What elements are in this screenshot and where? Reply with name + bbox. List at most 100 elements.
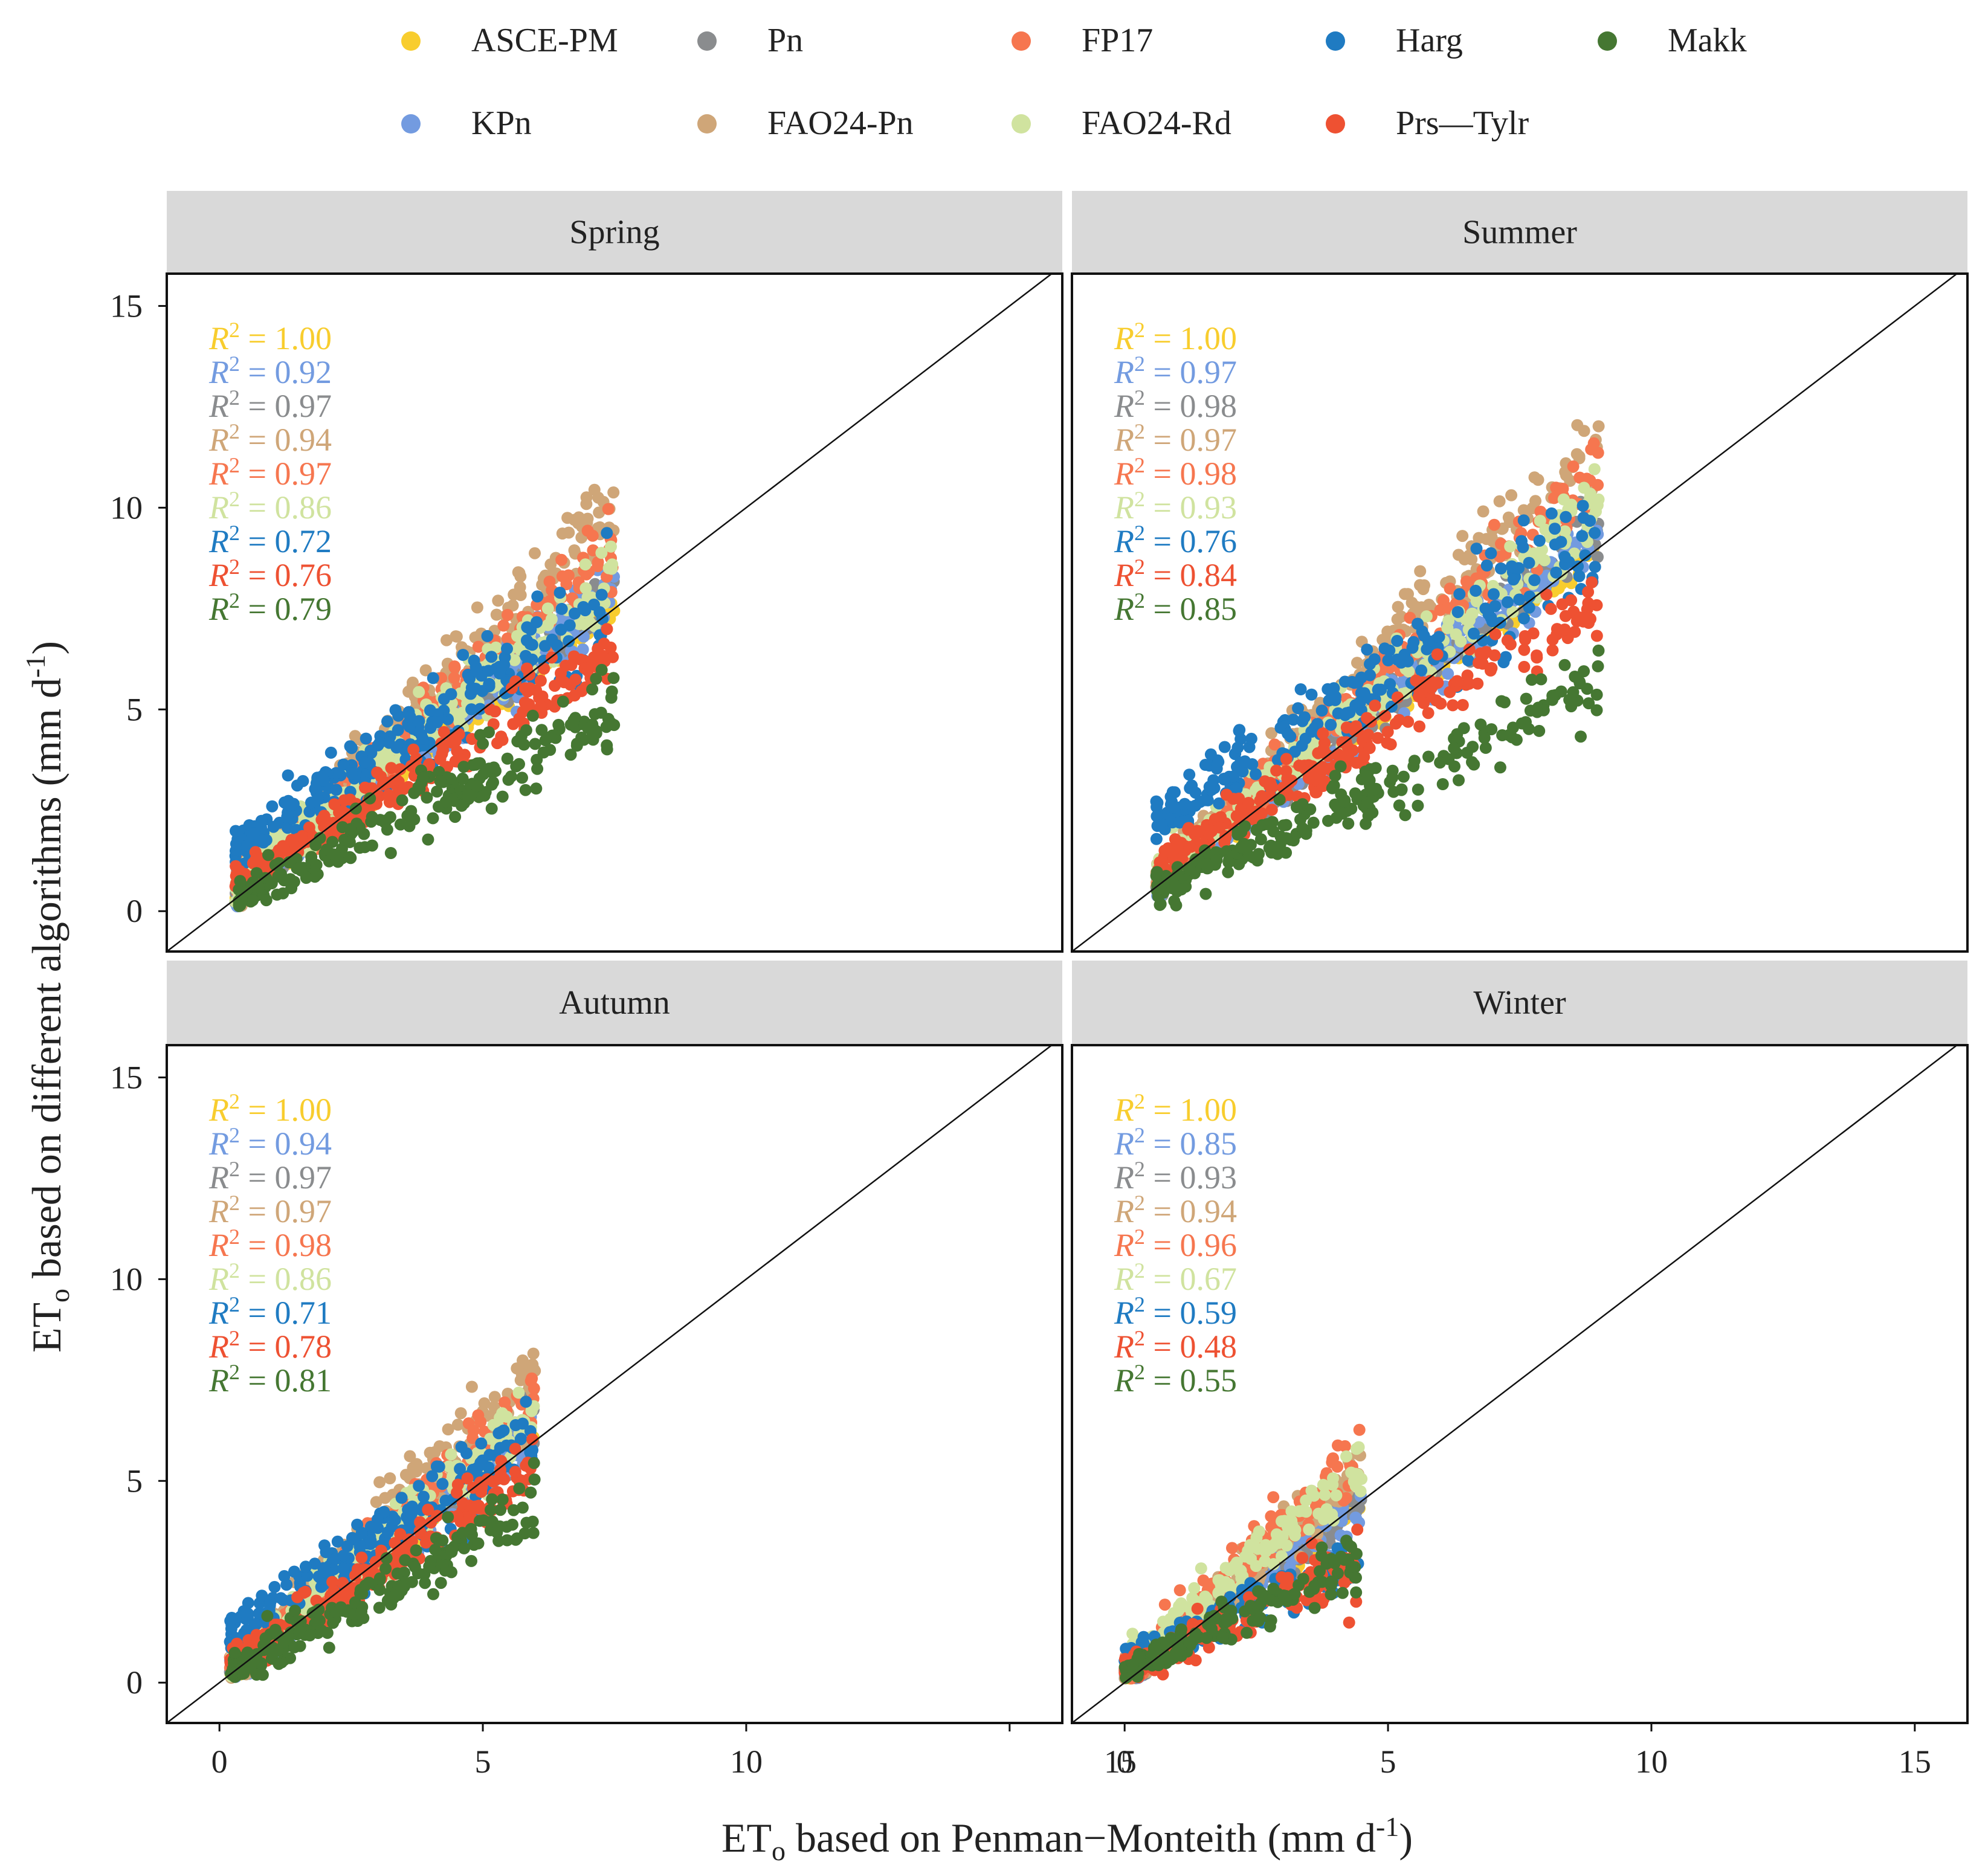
- data-point: [1407, 636, 1420, 648]
- data-point: [1545, 507, 1558, 520]
- data-point: [1363, 742, 1376, 755]
- data-point: [553, 587, 566, 599]
- r2-label-makk-spring: R2 = 0.79: [208, 588, 332, 627]
- data-point: [1506, 605, 1519, 618]
- data-point: [1515, 535, 1528, 547]
- data-point: [1294, 683, 1307, 695]
- data-point: [474, 703, 486, 715]
- data-point: [1575, 730, 1587, 743]
- data-point: [1268, 738, 1281, 751]
- data-point: [1558, 659, 1571, 671]
- legend-item-asce-pm: ASCE-PM: [401, 22, 618, 59]
- data-point: [521, 621, 534, 634]
- data-point: [1329, 770, 1341, 782]
- data-point: [1461, 669, 1474, 682]
- data-point: [330, 784, 343, 796]
- data-point: [465, 789, 477, 802]
- data-point: [1408, 755, 1421, 767]
- r2-label-fp17-spring: R2 = 0.97: [208, 453, 332, 492]
- data-point: [1559, 610, 1572, 622]
- r2-label-fao24-rd-spring: R2 = 0.86: [208, 487, 332, 526]
- data-point: [365, 747, 378, 759]
- data-point: [1479, 741, 1492, 754]
- legend-label-asce-pm: ASCE-PM: [471, 22, 618, 59]
- data-point: [433, 1440, 446, 1452]
- data-point: [1460, 613, 1473, 626]
- data-point: [1587, 437, 1600, 449]
- data-point: [478, 790, 491, 802]
- data-point: [1204, 748, 1217, 761]
- data-point: [404, 1450, 416, 1463]
- data-point: [1463, 643, 1476, 655]
- data-point: [564, 749, 577, 761]
- data-point: [1305, 688, 1318, 701]
- data-point: [526, 1358, 539, 1371]
- data-point: [581, 665, 594, 677]
- data-point: [282, 769, 294, 782]
- data-point: [1517, 504, 1530, 517]
- data-point: [1505, 489, 1518, 501]
- data-point: [1513, 593, 1526, 606]
- data-point: [529, 738, 541, 750]
- series-makk-summer: [1150, 644, 1605, 912]
- data-point: [563, 526, 575, 539]
- data-point: [1189, 853, 1202, 866]
- data-point: [1395, 783, 1408, 796]
- data-point: [248, 827, 260, 840]
- data-point: [508, 654, 521, 666]
- data-point: [1534, 515, 1546, 527]
- data-point: [1175, 883, 1187, 896]
- data-point: [1478, 732, 1491, 744]
- data-point: [534, 674, 547, 687]
- data-point: [344, 823, 357, 836]
- data-point: [1530, 704, 1543, 717]
- data-point: [1549, 523, 1561, 535]
- data-point: [1494, 562, 1507, 575]
- data-point: [405, 759, 418, 772]
- data-point: [1189, 787, 1202, 799]
- data-point: [1213, 797, 1225, 810]
- data-point: [580, 491, 593, 504]
- data-point: [1361, 770, 1374, 783]
- data-point: [520, 724, 532, 736]
- data-point: [1533, 535, 1546, 547]
- series-harg-summer: [1150, 500, 1601, 845]
- data-point: [1236, 765, 1249, 778]
- data-point: [1532, 474, 1544, 486]
- data-point: [1528, 574, 1541, 587]
- data-point: [1418, 630, 1430, 642]
- data-point: [518, 738, 531, 751]
- data-point: [316, 770, 329, 782]
- data-point: [470, 683, 482, 695]
- data-point: [234, 875, 247, 887]
- data-point: [1398, 648, 1411, 661]
- data-point: [601, 743, 613, 756]
- data-point: [1584, 488, 1596, 500]
- legend-label-kpn: KPn: [471, 105, 532, 142]
- data-point: [1383, 644, 1396, 657]
- data-point: [392, 709, 405, 722]
- data-point: [573, 511, 585, 524]
- data-point: [523, 682, 536, 695]
- r2-label-asce-pm-spring: R2 = 1.00: [208, 318, 332, 356]
- legend-marker-asce-pm: [401, 31, 421, 51]
- data-point: [595, 663, 608, 676]
- data-point: [1507, 573, 1520, 586]
- data-point: [1447, 699, 1459, 712]
- r2-label-prs-tylr-spring: R2 = 0.76: [208, 555, 332, 593]
- data-point: [601, 623, 613, 636]
- data-point: [353, 842, 366, 854]
- data-point: [360, 732, 372, 745]
- data-point: [1397, 770, 1410, 783]
- data-point: [488, 761, 500, 774]
- data-point: [586, 727, 599, 739]
- data-point: [449, 735, 462, 747]
- data-point: [541, 602, 554, 615]
- data-point: [530, 782, 543, 795]
- data-point: [1518, 643, 1531, 656]
- data-point: [514, 581, 526, 593]
- legend-marker-pn: [697, 31, 717, 51]
- data-point: [318, 810, 331, 822]
- r2-label-harg-spring: R2 = 0.72: [208, 521, 332, 559]
